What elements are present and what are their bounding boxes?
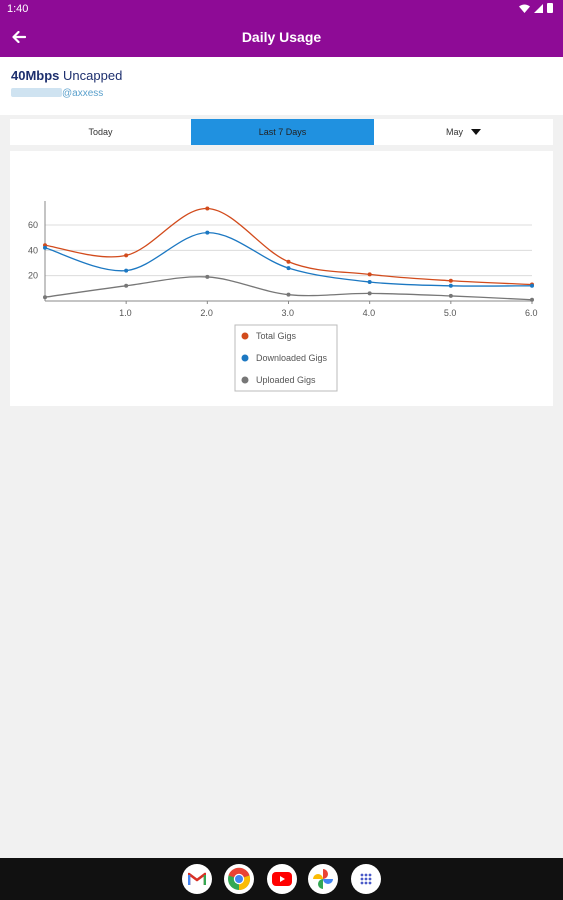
usage-chart-card: 20 40 60 1.0 2.0 3.0 4.0 5.0 6.0 Total Gigs Downlo…: [10, 151, 553, 406]
signal-icon: [534, 3, 543, 13]
data-point: [43, 295, 47, 300]
legend-label: Uploaded Gigs: [256, 375, 316, 385]
app-drawer-icon[interactable]: [351, 864, 381, 894]
x-tick-label: 4.0: [363, 308, 376, 318]
data-point: [367, 280, 372, 284]
chrome-icon[interactable]: [224, 864, 254, 894]
account-email: @axxess: [11, 88, 103, 99]
data-point: [530, 283, 534, 288]
y-tick-label: 40: [28, 245, 38, 255]
data-point: [286, 266, 291, 271]
y-tick-label: 20: [28, 271, 38, 281]
month-label: May: [445, 127, 463, 137]
x-tick-label: 5.0: [444, 308, 457, 318]
data-point: [124, 283, 129, 288]
tab-today[interactable]: Today: [88, 127, 113, 137]
back-button[interactable]: [6, 24, 32, 50]
x-tick-label: 1.0: [119, 308, 132, 318]
legend-label: Total Gigs: [256, 331, 297, 341]
period-tabs: Today Last 7 Days May: [10, 119, 553, 145]
month-dropdown[interactable]: May: [374, 119, 553, 145]
chart-legend: [234, 324, 338, 392]
redacted-username: [11, 88, 62, 97]
data-point: [530, 297, 534, 302]
plan-type: Uncapped: [63, 68, 123, 83]
x-tick-label: 6.0: [525, 308, 538, 318]
status-bar: 1:40: [0, 0, 563, 18]
data-point: [367, 291, 372, 296]
tab-last-7-days[interactable]: Last 7 Days: [191, 119, 374, 145]
gmail-icon[interactable]: [182, 864, 212, 894]
caret-down-icon: [471, 129, 481, 135]
account-panel: 40Mbps Uncapped @axxess: [0, 57, 563, 115]
data-point: [448, 293, 453, 298]
app-bar: Daily Usage: [0, 18, 563, 57]
legend-marker: [241, 354, 249, 362]
photos-icon[interactable]: [308, 864, 338, 894]
data-point: [448, 283, 453, 288]
legend-marker: [241, 332, 249, 340]
plan-line: 40Mbps Uncapped: [11, 68, 122, 83]
plan-speed: 40Mbps: [11, 68, 60, 83]
series-line-0: [44, 207, 533, 286]
data-point: [448, 278, 453, 283]
data-point: [205, 206, 210, 211]
data-point: [367, 272, 372, 277]
arrow-left-icon: [12, 31, 26, 43]
status-icons: [519, 3, 553, 13]
youtube-icon[interactable]: [267, 864, 297, 894]
legend-label: Downloaded Gigs: [256, 353, 328, 363]
data-point: [286, 259, 291, 264]
battery-icon: [547, 3, 553, 13]
data-point: [43, 245, 47, 250]
usage-chart: 20 40 60 1.0 2.0 3.0 4.0 5.0 6.0 Total Gigs Downlo…: [28, 201, 538, 392]
data-point: [205, 274, 210, 279]
data-point: [286, 292, 291, 297]
data-point: [124, 253, 129, 258]
status-time: 1:40: [7, 3, 29, 15]
x-tick-label: 3.0: [282, 308, 295, 318]
legend-marker: [241, 376, 249, 384]
data-point: [124, 268, 129, 273]
page-title: Daily Usage: [241, 29, 322, 45]
data-point: [205, 230, 210, 235]
wifi-icon: [519, 4, 530, 13]
y-tick-label: 60: [28, 220, 38, 230]
taskbar: [0, 858, 563, 900]
email-domain: @axxess: [62, 88, 104, 99]
series-line-1: [44, 231, 533, 287]
x-tick-label: 2.0: [200, 308, 213, 318]
